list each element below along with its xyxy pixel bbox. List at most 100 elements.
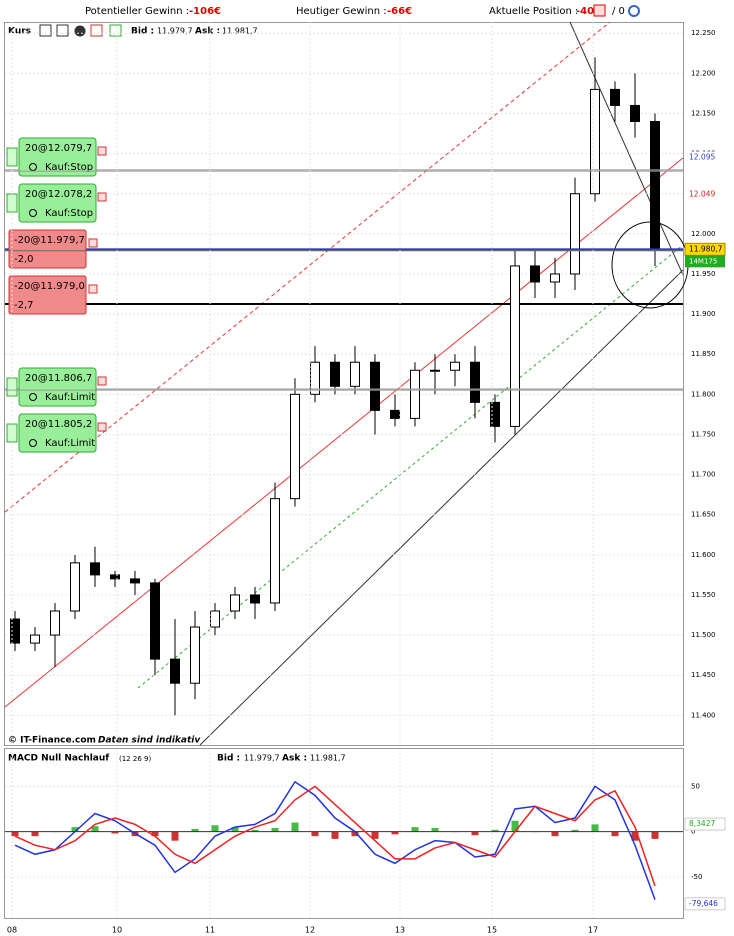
histogram-bar (471, 831, 479, 836)
candle-body (350, 361, 360, 387)
histogram-bar (651, 831, 659, 839)
cancel-order[interactable] (88, 284, 98, 294)
histogram-bar (231, 827, 239, 832)
y-tick-label: 12.250 (691, 29, 716, 37)
price-tag-label: 12.049 (689, 190, 715, 199)
candle-body (390, 409, 400, 419)
order-box[interactable] (18, 413, 97, 453)
candle-body (370, 361, 380, 411)
y-tick-label: 11.900 (691, 310, 716, 318)
value-tag-label: 8,3427 (689, 819, 715, 828)
order-box[interactable] (18, 183, 97, 223)
histogram-bar (251, 829, 259, 832)
candle-body (290, 393, 300, 500)
candle-body (250, 594, 260, 604)
macd-params: (12 26 9) (119, 755, 151, 763)
y-tick-label: 12.150 (691, 109, 716, 117)
histogram-bar (191, 828, 199, 832)
x-tick-label: 12 (305, 926, 315, 935)
candle-body (510, 265, 520, 427)
histogram-bar (591, 824, 599, 832)
order-label: 20@11.806,7 (25, 373, 92, 384)
cancel-order[interactable] (97, 422, 107, 432)
price-tag-label: 12.095 (689, 153, 715, 162)
cancel-order[interactable] (97, 146, 107, 156)
histogram-bar (511, 820, 519, 832)
bid-value: 11.979,7 (244, 754, 280, 763)
cancel-order[interactable] (97, 192, 107, 202)
histogram-bar (291, 822, 299, 832)
candle-body (470, 361, 480, 403)
close-position-button[interactable] (593, 4, 606, 17)
histogram-bar (271, 828, 279, 832)
histogram-bar (111, 831, 119, 834)
value-tag-label: -79,646 (689, 899, 718, 908)
settings-icon[interactable] (628, 5, 640, 17)
histogram-bar (171, 831, 179, 841)
tool-icon[interactable] (39, 24, 52, 37)
header-label: Heutiger Gewinn : (296, 6, 387, 17)
ask-value: 11.981,7 (310, 754, 346, 763)
y-tick-label: 11.800 (691, 390, 716, 398)
order-kind: Kauf:Stop (45, 162, 93, 173)
order-box[interactable] (8, 275, 87, 315)
x-tick-label: 13 (395, 926, 405, 935)
y-tick-label: 11.400 (691, 711, 716, 719)
order-pnl: -2,7 (14, 300, 34, 311)
cancel-order[interactable] (97, 376, 107, 386)
candle-body (90, 562, 100, 576)
value-tag (684, 817, 726, 831)
order-label: 20@12.079,7 (25, 143, 92, 154)
order-box[interactable] (8, 229, 87, 269)
candle-body (630, 104, 640, 123)
ask-value: 11.981,7 (222, 27, 258, 36)
order-box[interactable] (18, 137, 97, 177)
y-tick-label: 11.450 (691, 671, 716, 679)
candle-body (430, 369, 440, 372)
price-panel (4, 22, 684, 746)
y-tick-label: 11.850 (691, 350, 716, 358)
header-extra: / 0 (612, 6, 625, 17)
candle-body (150, 582, 160, 660)
candle-body (530, 265, 540, 283)
histogram-bar (331, 831, 339, 839)
trend-line (569, 21, 684, 276)
histogram-bar (631, 831, 639, 841)
order-label: -20@11.979,7 (14, 235, 85, 246)
candle-body (450, 361, 460, 371)
cancel-order[interactable] (88, 238, 98, 248)
order-box[interactable] (18, 367, 97, 407)
candle-body (650, 121, 660, 251)
histogram-bar (31, 831, 39, 837)
macd-line (14, 780, 656, 900)
histogram-bar (351, 831, 359, 837)
close-icon[interactable] (74, 25, 86, 37)
x-tick-label: 11 (205, 926, 215, 935)
order-label: -20@11.979,0 (14, 281, 85, 292)
candle-body (610, 88, 620, 106)
y-tick-label: -50 (691, 873, 702, 881)
histogram-bar (311, 831, 319, 837)
x-tick-label: 08 (7, 926, 17, 935)
buy-icon[interactable] (109, 24, 122, 37)
tool-icon[interactable] (56, 24, 69, 37)
footer-note: Daten sind indikativ (98, 736, 201, 746)
order-kind: Kauf:Limit (45, 392, 95, 403)
countdown: 14M175 (689, 257, 717, 265)
y-tick-label: 11.600 (691, 551, 716, 559)
candle-body (110, 574, 120, 580)
histogram-bar (431, 828, 439, 832)
bid-label: Bid : (217, 754, 240, 764)
header-value: -40 (576, 6, 594, 17)
bid-value: 11.979,7 (157, 27, 193, 36)
histogram-bar (371, 831, 379, 839)
order-kind: Kauf:Stop (45, 208, 93, 219)
sell-icon[interactable] (90, 24, 103, 37)
histogram-bar (551, 831, 559, 837)
y-tick-label: 11.550 (691, 591, 716, 599)
candle-body (70, 562, 80, 612)
macd-title: MACD Null Nachlauf (8, 754, 109, 764)
candle-body (330, 361, 340, 387)
